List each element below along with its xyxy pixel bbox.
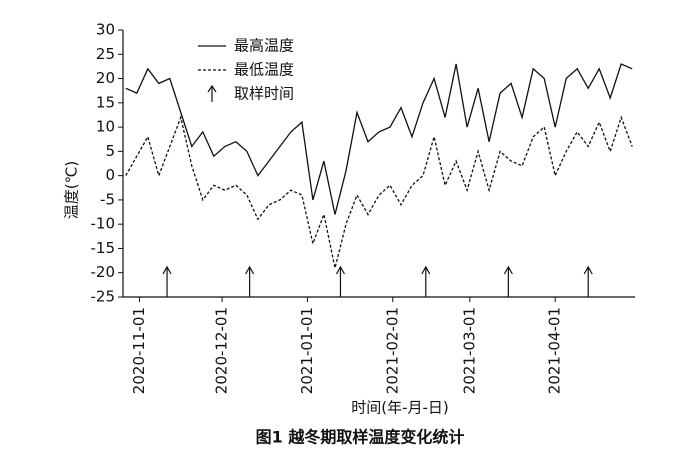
sampling-arrow xyxy=(162,265,172,297)
legend-arrow xyxy=(207,84,217,102)
x-tick-label: 2021-03-01 xyxy=(460,307,478,394)
x-tick-label: 2021-01-01 xyxy=(298,307,316,394)
x-tick-label: 2021-04-01 xyxy=(546,307,564,394)
y-tick-label: 15 xyxy=(96,93,115,111)
y-tick-label: 30 xyxy=(96,21,115,39)
y-tick-label: -10 xyxy=(91,215,116,233)
series-line xyxy=(125,115,633,269)
y-tick-label: 0 xyxy=(105,166,115,184)
x-tick-label: 2020-12-01 xyxy=(213,307,231,394)
y-tick-label: 5 xyxy=(105,142,115,160)
series-line xyxy=(125,63,633,215)
caption: 图1 越冬期取样温度变化统计 xyxy=(256,428,465,447)
legend-label: 最低温度 xyxy=(234,61,294,79)
legend-label: 最高温度 xyxy=(234,37,294,55)
sampling-arrow xyxy=(503,265,513,297)
sampling-arrow xyxy=(335,265,345,297)
y-tick-label: 10 xyxy=(96,118,115,136)
y-tick-label: -5 xyxy=(100,190,115,208)
y-tick-label: -15 xyxy=(91,239,116,257)
y-tick-label: -25 xyxy=(91,288,116,306)
legend-label: 取样时间 xyxy=(234,85,294,103)
y-tick-label: 20 xyxy=(96,69,115,87)
sampling-arrow xyxy=(583,265,593,297)
x-axis-title: 时间(年-月-日) xyxy=(351,399,449,417)
y-tick-label: 25 xyxy=(96,45,115,63)
y-axis-title: 温度(℃) xyxy=(63,161,81,220)
sampling-arrow xyxy=(245,265,255,297)
x-tick-label: 2021-02-01 xyxy=(383,307,401,394)
x-tick-label: 2020-11-01 xyxy=(130,307,148,394)
y-tick-label: -20 xyxy=(91,263,116,281)
sampling-arrow xyxy=(421,265,431,297)
